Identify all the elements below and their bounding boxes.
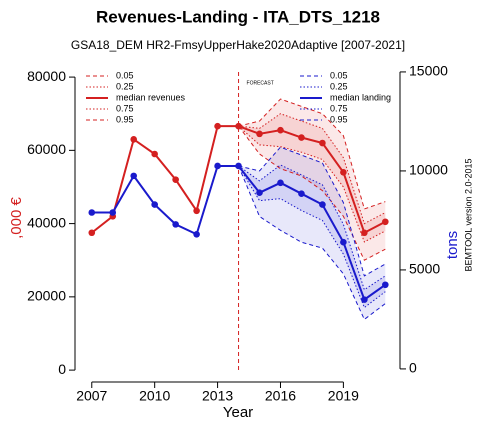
data-point: [361, 296, 368, 303]
legend-label: 0.25: [330, 81, 348, 91]
quantile-line: [238, 146, 386, 277]
x-tick-label: 2013: [202, 388, 233, 404]
data-point: [298, 190, 305, 197]
data-point: [277, 126, 284, 134]
quantile-band: [238, 113, 386, 242]
data-point: [361, 229, 368, 237]
y-tick-label: 80000: [27, 68, 66, 84]
legend-label: 0.75: [330, 103, 348, 113]
data-point: [172, 221, 179, 228]
data-point: [298, 134, 305, 141]
data-point: [88, 209, 96, 216]
legend-label: median revenues: [116, 92, 186, 102]
quantile-line: [238, 125, 386, 243]
quantile-line: [238, 98, 386, 210]
data-point: [319, 201, 326, 208]
version-note: BEMTOOL version 2.0-2015: [463, 158, 473, 271]
quantile-band: [238, 147, 386, 320]
data-point: [382, 281, 389, 289]
y2-axis-label: tons: [444, 231, 461, 259]
y-tick-label: 60000: [27, 141, 66, 157]
legend-label: 0.95: [116, 114, 134, 124]
legend-label: 0.25: [116, 81, 134, 91]
quantile-line: [238, 165, 386, 309]
data-point: [340, 169, 347, 176]
data-point: [214, 122, 221, 130]
x-axis-label: Year: [223, 404, 253, 421]
data-point: [109, 209, 117, 216]
quantile-line: [238, 165, 386, 321]
legend-label: median landing: [330, 92, 391, 102]
legend-label: 0.95: [330, 114, 348, 124]
y2-tick-label: 0: [409, 360, 417, 376]
x-tick-label: 2016: [265, 388, 296, 404]
legend-label: 0.05: [116, 70, 134, 80]
forecast-label: FORECAST: [247, 80, 274, 86]
data-point: [88, 229, 96, 237]
legend-label: 0.05: [330, 70, 348, 80]
data-point: [151, 201, 158, 208]
data-point: [277, 179, 284, 187]
y-axis-label: ,000 €: [8, 196, 25, 238]
data-point: [151, 150, 158, 158]
y2-tick-label: 10000: [409, 162, 448, 178]
data-point: [214, 162, 221, 170]
quantile-line: [238, 164, 386, 291]
data-point: [172, 176, 179, 183]
quantile-line: [238, 113, 386, 225]
data-point: [193, 230, 200, 238]
x-tick-label: 2007: [76, 388, 107, 404]
data-point: [130, 136, 138, 143]
x-tick-label: 2010: [139, 388, 170, 404]
y-tick-label: 0: [58, 361, 66, 377]
data-point: [256, 189, 263, 197]
y2-tick-label: 15000: [409, 63, 448, 79]
legend-label: 0.75: [116, 103, 134, 113]
data-point: [340, 238, 347, 246]
data-point: [193, 207, 200, 215]
quantile-band: [238, 99, 386, 261]
data-point: [256, 130, 263, 138]
quantile-band: [238, 164, 386, 308]
y-tick-label: 40000: [27, 214, 66, 230]
data-point: [382, 218, 389, 226]
chart-subtitle: GSA18_DEM HR2-FmsyUpperHake2020Adaptive …: [71, 38, 405, 52]
data-point: [130, 172, 138, 180]
y2-tick-label: 5000: [409, 261, 440, 277]
y-tick-label: 20000: [27, 288, 66, 304]
data-point: [319, 139, 326, 147]
x-tick-label: 2019: [328, 388, 359, 404]
chart-title: Revenues-Landing - ITA_DTS_1218: [96, 7, 380, 26]
